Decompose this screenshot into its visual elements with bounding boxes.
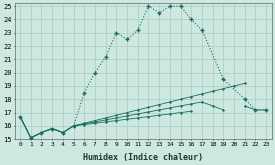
X-axis label: Humidex (Indice chaleur): Humidex (Indice chaleur) [83, 152, 203, 162]
